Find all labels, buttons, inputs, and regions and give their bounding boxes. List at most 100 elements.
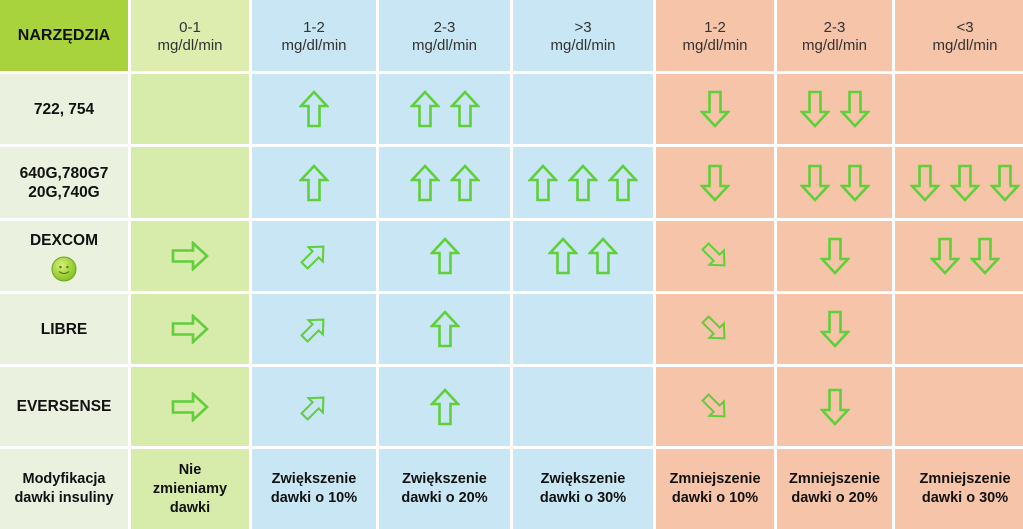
column-header: >3 mg/dl/min: [513, 0, 653, 71]
rate-cell: [379, 221, 510, 291]
column-header-range: <3: [956, 18, 974, 36]
column-header-unit: mg/dl/min: [932, 36, 998, 54]
rate-cell: [131, 367, 249, 446]
arrow-down-icon: [910, 164, 940, 202]
column-header-range: >3: [574, 18, 592, 36]
rate-cell: [379, 74, 510, 144]
row-label-text: EVERSENSE: [16, 398, 112, 415]
rate-cell: [252, 367, 376, 446]
arrow-up-icon: [429, 310, 460, 348]
footer-text: Zmniejszenie: [788, 471, 881, 487]
row-label-640g-780g: 640G,780G7 20G,740G: [0, 147, 128, 218]
row-label-text: LIBRE: [40, 320, 88, 338]
row-label-text-line2: 20G,740G: [28, 183, 100, 201]
footer-text: Zmniejszenie: [919, 471, 1011, 487]
footer-cell: Zwiększenie dawki o 10%: [252, 449, 376, 529]
row-label-dexcom: DEXCOM: [0, 221, 128, 291]
arrow-up-right-icon: [300, 318, 325, 343]
rate-cell: [131, 294, 249, 364]
footer-text: dawki o 20%: [401, 490, 488, 506]
rate-cell: [777, 74, 892, 144]
arrow-up-icon: [449, 163, 480, 201]
column-header-unit: mg/dl/min: [801, 36, 868, 54]
arrow-down-icon: [819, 388, 850, 426]
arrow-up-icon: [409, 163, 440, 201]
rate-cell: [895, 221, 1023, 291]
rate-cell: [895, 294, 1023, 364]
arrow-up-icon: [449, 90, 480, 128]
footer-text: dawki o 10%: [671, 490, 759, 506]
row-label-eversense: EVERSENSE: [0, 367, 128, 446]
arrow-up-icon: [588, 237, 618, 275]
footer-text: dawki o 10%: [270, 490, 358, 506]
rate-cell: [252, 294, 376, 364]
column-header-unit: mg/dl/min: [550, 36, 616, 54]
footer-text: dawki o 20%: [791, 490, 878, 506]
column-header-unit: mg/dl/min: [682, 36, 748, 54]
footer-cell: Nie zmieniamy dawki: [131, 449, 249, 529]
footer-text: dawki o 30%: [539, 490, 627, 506]
column-header-range: 1-2: [704, 18, 726, 36]
column-header: 1-2 mg/dl/min: [252, 0, 376, 71]
rate-cell: [656, 221, 774, 291]
arrow-up-icon: [429, 237, 460, 275]
rate-cell: [777, 367, 892, 446]
column-header-range: 1-2: [303, 18, 325, 36]
arrow-up-icon: [548, 237, 578, 275]
row-label-722-754: 722, 754: [0, 74, 128, 144]
arrow-down-icon: [839, 90, 870, 128]
footer-label-line: Modyfikacja: [22, 471, 106, 487]
arrow-down-icon: [700, 90, 730, 128]
footer-text: dawki: [169, 499, 211, 516]
arrow-up-icon: [429, 387, 460, 425]
arrow-up-icon: [299, 90, 329, 128]
footer-label: Modyfikacja dawki insuliny: [0, 449, 128, 529]
smiley-icon: [51, 256, 77, 281]
footer-text: Zwiększenie: [540, 471, 626, 487]
footer-text: zmieniamy: [152, 480, 228, 497]
arrow-down-icon: [930, 237, 960, 275]
arrow-down-right-icon: [701, 242, 726, 267]
column-header-range: 2-3: [823, 18, 846, 36]
rate-cell: [513, 221, 653, 291]
row-label-libre: LIBRE: [0, 294, 128, 364]
arrow-down-icon: [950, 164, 980, 202]
arrow-right-icon: [171, 391, 209, 422]
arrow-down-icon: [700, 164, 730, 202]
arrow-down-icon: [819, 237, 850, 275]
arrow-down-icon: [799, 90, 830, 128]
row-label-text: DEXCOM: [29, 231, 99, 249]
arrow-down-icon: [839, 164, 870, 202]
rate-cell: [379, 147, 510, 218]
rate-cell: [252, 147, 376, 218]
column-header: 2-3 mg/dl/min: [379, 0, 510, 71]
rate-cell: [513, 367, 653, 446]
rate-cell: [656, 294, 774, 364]
rate-cell: [777, 294, 892, 364]
arrow-right-icon: [171, 241, 209, 271]
column-header-range: 0-1: [179, 18, 201, 36]
arrow-up-icon: [528, 163, 558, 201]
rate-cell: [513, 147, 653, 218]
row-label-text: 640G,780G7: [19, 164, 109, 182]
rate-cell: [513, 294, 653, 364]
arrow-up-icon: [299, 163, 329, 201]
footer-text: Zwiększenie: [271, 471, 357, 487]
rate-cell: [777, 147, 892, 218]
rate-cell: [656, 367, 774, 446]
footer-cell: Zwiększenie dawki o 30%: [513, 449, 653, 529]
arrow-down-icon: [819, 310, 850, 348]
arrow-down-right-icon: [701, 392, 726, 417]
footer-text: dawki o 30%: [921, 490, 1009, 506]
arrow-up-icon: [568, 163, 598, 201]
rate-cell: [379, 367, 510, 446]
tools-header: NARZĘDZIA: [0, 0, 128, 71]
footer-label-line: dawki insuliny: [14, 490, 114, 506]
arrow-right-icon: [171, 314, 209, 344]
column-header: 1-2 mg/dl/min: [656, 0, 774, 71]
arrow-up-right-icon: [300, 396, 325, 421]
footer-text: Zwiększenie: [402, 471, 487, 487]
column-header: 2-3 mg/dl/min: [777, 0, 892, 71]
rate-cell: [777, 221, 892, 291]
